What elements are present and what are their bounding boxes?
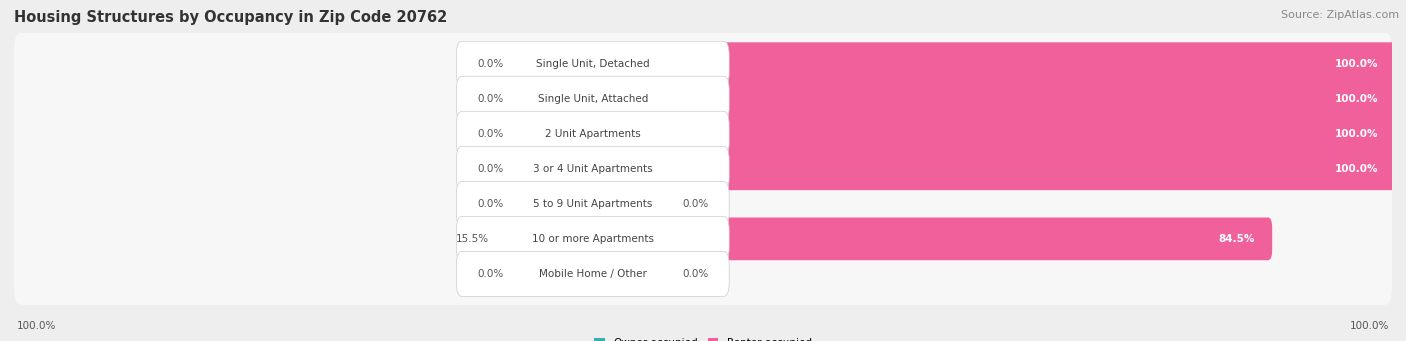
Text: 0.0%: 0.0% bbox=[477, 129, 503, 139]
Text: Single Unit, Detached: Single Unit, Detached bbox=[536, 59, 650, 69]
Text: Single Unit, Attached: Single Unit, Attached bbox=[537, 94, 648, 104]
FancyBboxPatch shape bbox=[589, 147, 1396, 190]
FancyBboxPatch shape bbox=[499, 218, 598, 260]
FancyBboxPatch shape bbox=[457, 76, 730, 121]
Text: 10 or more Apartments: 10 or more Apartments bbox=[531, 234, 654, 244]
FancyBboxPatch shape bbox=[457, 217, 730, 261]
Text: Mobile Home / Other: Mobile Home / Other bbox=[538, 269, 647, 279]
Text: 100.0%: 100.0% bbox=[1334, 59, 1378, 69]
FancyBboxPatch shape bbox=[457, 111, 730, 156]
FancyBboxPatch shape bbox=[14, 138, 1392, 199]
Text: Housing Structures by Occupancy in Zip Code 20762: Housing Structures by Occupancy in Zip C… bbox=[14, 10, 447, 25]
Text: 100.0%: 100.0% bbox=[1334, 94, 1378, 104]
FancyBboxPatch shape bbox=[513, 253, 598, 295]
Text: 3 or 4 Unit Apartments: 3 or 4 Unit Apartments bbox=[533, 164, 652, 174]
Text: 0.0%: 0.0% bbox=[477, 59, 503, 69]
Text: 0.0%: 0.0% bbox=[477, 94, 503, 104]
Text: 100.0%: 100.0% bbox=[1350, 321, 1389, 331]
FancyBboxPatch shape bbox=[14, 208, 1392, 270]
FancyBboxPatch shape bbox=[589, 182, 672, 225]
Text: 84.5%: 84.5% bbox=[1218, 234, 1254, 244]
Text: 0.0%: 0.0% bbox=[682, 199, 709, 209]
FancyBboxPatch shape bbox=[513, 42, 598, 85]
FancyBboxPatch shape bbox=[589, 77, 1396, 120]
FancyBboxPatch shape bbox=[513, 77, 598, 120]
Text: 15.5%: 15.5% bbox=[456, 234, 489, 244]
Text: Source: ZipAtlas.com: Source: ZipAtlas.com bbox=[1281, 10, 1399, 20]
FancyBboxPatch shape bbox=[589, 42, 1396, 85]
FancyBboxPatch shape bbox=[513, 182, 598, 225]
Text: 0.0%: 0.0% bbox=[477, 199, 503, 209]
FancyBboxPatch shape bbox=[14, 103, 1392, 165]
Text: 0.0%: 0.0% bbox=[477, 269, 503, 279]
FancyBboxPatch shape bbox=[14, 68, 1392, 130]
FancyBboxPatch shape bbox=[457, 181, 730, 226]
FancyBboxPatch shape bbox=[589, 253, 672, 295]
Text: 0.0%: 0.0% bbox=[477, 164, 503, 174]
Text: 100.0%: 100.0% bbox=[1334, 129, 1378, 139]
FancyBboxPatch shape bbox=[457, 146, 730, 191]
FancyBboxPatch shape bbox=[14, 243, 1392, 305]
Text: 2 Unit Apartments: 2 Unit Apartments bbox=[546, 129, 641, 139]
FancyBboxPatch shape bbox=[513, 147, 598, 190]
Legend: Owner-occupied, Renter-occupied: Owner-occupied, Renter-occupied bbox=[595, 338, 811, 341]
FancyBboxPatch shape bbox=[457, 251, 730, 296]
FancyBboxPatch shape bbox=[589, 113, 1396, 155]
Text: 100.0%: 100.0% bbox=[1334, 164, 1378, 174]
Text: 100.0%: 100.0% bbox=[17, 321, 56, 331]
FancyBboxPatch shape bbox=[513, 113, 598, 155]
FancyBboxPatch shape bbox=[14, 173, 1392, 235]
FancyBboxPatch shape bbox=[14, 33, 1392, 94]
Text: 0.0%: 0.0% bbox=[682, 269, 709, 279]
FancyBboxPatch shape bbox=[457, 41, 730, 86]
FancyBboxPatch shape bbox=[589, 218, 1272, 260]
Text: 5 to 9 Unit Apartments: 5 to 9 Unit Apartments bbox=[533, 199, 652, 209]
